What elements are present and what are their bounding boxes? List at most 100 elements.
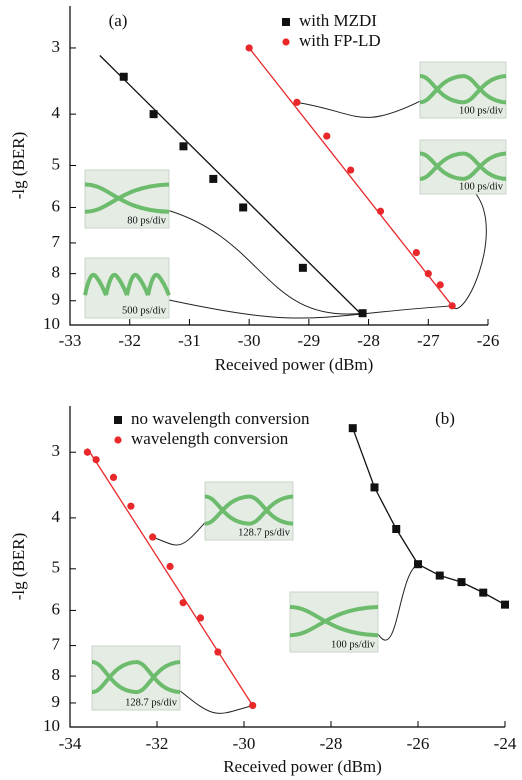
x-tick-label: -30 xyxy=(233,734,256,753)
data-point xyxy=(298,263,307,272)
legend-marker xyxy=(114,436,122,444)
fit-line xyxy=(352,427,506,606)
data-point xyxy=(245,44,253,52)
panel-label: (b) xyxy=(435,409,455,428)
eye-trace xyxy=(419,74,507,105)
data-point xyxy=(92,456,100,464)
legend-marker xyxy=(282,18,290,26)
eye-trace xyxy=(204,494,294,526)
inset-connector xyxy=(296,100,421,118)
data-point xyxy=(119,72,128,81)
x-tick-label: -24 xyxy=(494,734,517,753)
eye-trace xyxy=(91,660,181,695)
legend-marker xyxy=(282,38,290,46)
inset-caption: 128.7 ps/div xyxy=(238,527,291,538)
data-point xyxy=(239,203,248,212)
x-tick-label: -27 xyxy=(417,331,440,350)
inset-caption: 80 ps/div xyxy=(127,215,167,226)
data-point xyxy=(179,599,187,607)
data-point xyxy=(424,270,432,278)
data-point xyxy=(149,533,157,541)
data-point xyxy=(457,578,466,587)
y-tick-label: 3 xyxy=(52,37,61,56)
data-point xyxy=(414,560,422,569)
inset-caption: 500 ps/div xyxy=(122,305,167,316)
x-tick-label: -26 xyxy=(407,734,430,753)
x-tick-label: -28 xyxy=(357,331,380,350)
eye-trace xyxy=(83,272,171,296)
data-point xyxy=(392,525,401,534)
data-point xyxy=(448,302,456,310)
x-tick-label: -26 xyxy=(477,331,500,350)
fit-line xyxy=(86,448,254,706)
fit-line xyxy=(99,55,364,317)
data-point xyxy=(149,110,158,119)
legend-label: no wavelength conversion xyxy=(131,409,310,428)
data-point xyxy=(435,571,444,580)
legend-label: with MZDI xyxy=(299,11,377,30)
x-tick-label: -32 xyxy=(146,734,169,753)
eye-trace xyxy=(419,151,507,181)
y-tick-label: 4 xyxy=(52,103,61,122)
data-point xyxy=(347,166,355,174)
data-point xyxy=(293,98,301,106)
data-point xyxy=(323,132,331,140)
y-tick-label: 5 xyxy=(52,558,61,577)
inset-connector xyxy=(377,563,419,641)
data-point xyxy=(348,424,357,433)
data-point xyxy=(436,281,444,289)
data-point xyxy=(166,562,174,571)
inset-caption: 100 ps/div xyxy=(459,181,504,192)
data-point xyxy=(109,473,118,482)
inset-connector xyxy=(152,522,206,546)
inset-connector xyxy=(168,299,453,319)
y-tick-label: 9 xyxy=(52,692,61,711)
y-tick-label: 5 xyxy=(52,154,61,173)
y-tick-label: 8 xyxy=(52,263,61,282)
y-tick-label: 10 xyxy=(43,716,60,735)
x-tick-label: -31 xyxy=(178,331,201,350)
y-axis-label: -lg (BER) xyxy=(9,132,28,200)
inset-connector xyxy=(168,210,363,315)
data-point xyxy=(214,648,222,656)
data-point xyxy=(501,600,509,609)
x-axis-label: Received power (dBm) xyxy=(215,355,374,374)
x-axis-label: Received power (dBm) xyxy=(223,757,382,776)
data-point xyxy=(370,483,379,492)
y-tick-label: 4 xyxy=(52,507,61,526)
eye-trace xyxy=(289,605,379,638)
inset-connector xyxy=(451,193,487,309)
x-tick-label: -30 xyxy=(238,331,261,350)
inset-connector xyxy=(179,690,253,714)
x-tick-label: -34 xyxy=(59,734,82,753)
eye-trace xyxy=(84,182,170,214)
y-tick-label: 10 xyxy=(43,314,60,333)
y-tick-label: 3 xyxy=(52,441,61,460)
x-tick-label: -32 xyxy=(118,331,141,350)
data-point xyxy=(83,448,91,456)
data-point xyxy=(412,248,420,257)
y-tick-label: 7 xyxy=(52,232,61,251)
y-tick-label: 9 xyxy=(52,290,61,309)
eye-diagram xyxy=(84,169,170,229)
data-point xyxy=(127,502,135,510)
inset-caption: 100 ps/div xyxy=(331,639,376,650)
data-point xyxy=(209,174,218,183)
y-tick-label: 8 xyxy=(52,665,61,684)
data-point xyxy=(179,142,188,151)
y-tick-label: 6 xyxy=(52,599,61,618)
legend-label: with FP-LD xyxy=(299,31,381,50)
y-tick-label: 7 xyxy=(52,635,61,654)
data-point xyxy=(358,309,367,318)
eye-diagram xyxy=(289,591,379,653)
data-point xyxy=(479,588,488,597)
panel-label: (a) xyxy=(109,11,128,30)
data-point xyxy=(376,207,385,215)
data-point xyxy=(196,614,205,622)
legend-label: wavelength conversion xyxy=(131,429,289,448)
fit-line xyxy=(248,47,453,307)
x-tick-label: -29 xyxy=(298,331,321,350)
inset-caption: 128.7 ps/div xyxy=(125,697,178,708)
x-tick-label: -28 xyxy=(320,734,343,753)
